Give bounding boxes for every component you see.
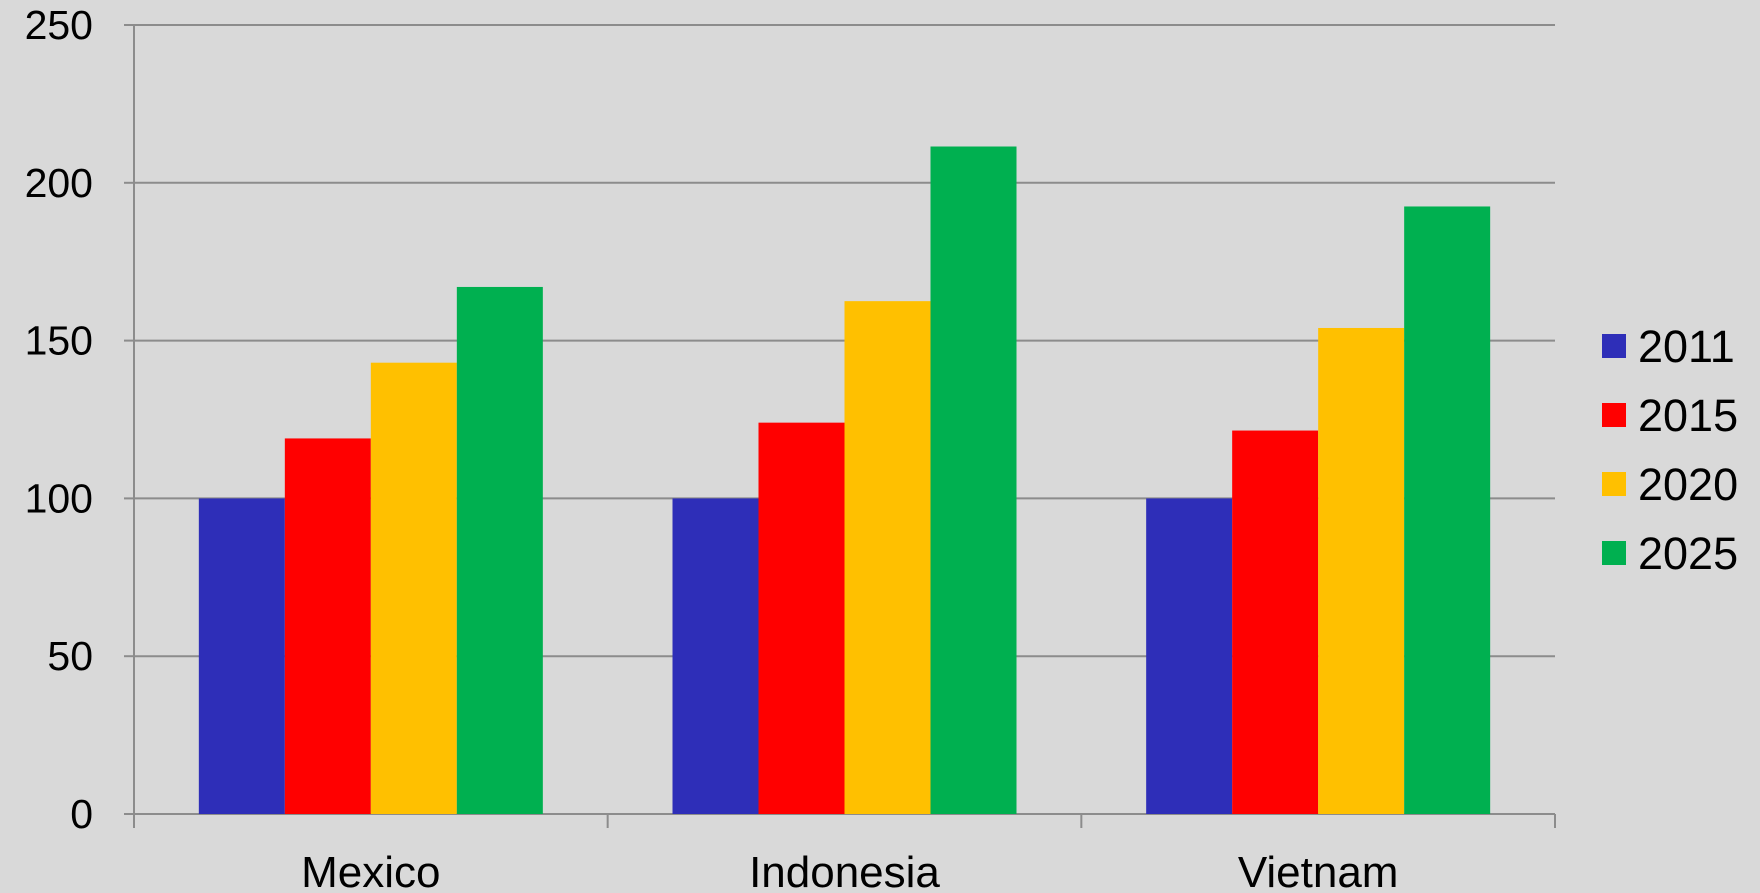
y-tick-label: 150: [25, 318, 93, 364]
y-tick-label: 50: [47, 633, 93, 679]
y-tick-label: 200: [25, 160, 93, 206]
legend-label: 2025: [1638, 528, 1738, 579]
x-category-label: Vietnam: [1238, 848, 1399, 893]
bar: [1146, 498, 1233, 814]
y-tick-label: 100: [25, 475, 93, 521]
bar: [456, 286, 543, 814]
legend-swatch: [1602, 403, 1626, 427]
bar: [672, 498, 759, 814]
legend-label: 2020: [1638, 459, 1738, 510]
legend-swatch: [1602, 541, 1626, 565]
bar: [930, 146, 1017, 815]
legend-swatch: [1602, 334, 1626, 358]
y-tick-label: 0: [70, 791, 93, 837]
legend-label: 2015: [1638, 390, 1738, 441]
x-category-label: Mexico: [301, 848, 440, 893]
bar: [370, 362, 457, 814]
bar: [1404, 206, 1491, 815]
bar: [758, 422, 845, 814]
bar: [284, 438, 371, 814]
bar: [198, 498, 285, 814]
y-tick-labels: 0 50 100 150 200 250: [25, 2, 93, 837]
bars: [198, 146, 1491, 815]
y-tick-label: 250: [25, 2, 93, 48]
x-category-label: Indonesia: [749, 848, 940, 893]
bar: [844, 301, 931, 814]
bar: [1318, 327, 1405, 814]
bar: [1232, 430, 1319, 814]
legend: 2011 2015 2020 2025: [1602, 321, 1738, 579]
legend-swatch: [1602, 472, 1626, 496]
legend-label: 2011: [1638, 321, 1735, 372]
x-category-labels: Mexico Indonesia Vietnam: [301, 848, 1398, 893]
